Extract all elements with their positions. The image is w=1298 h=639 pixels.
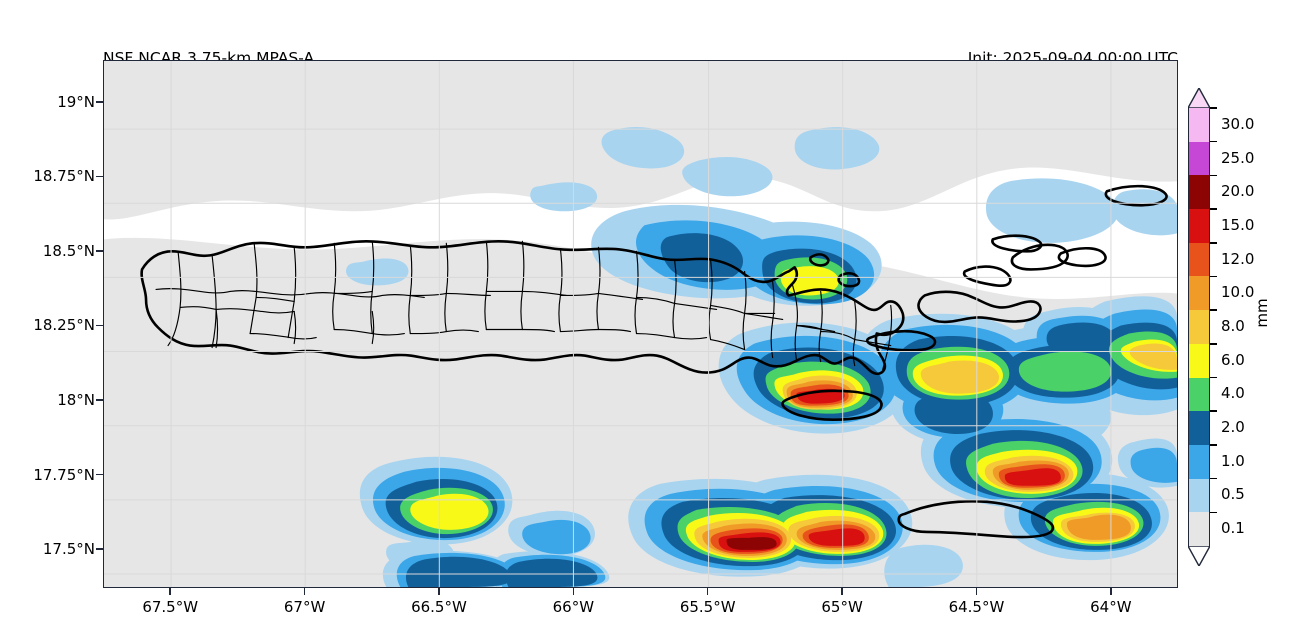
colorbar-tick-label: 4.0 <box>1221 384 1245 403</box>
longitude-tick-mark <box>975 588 978 595</box>
longitude-tick-label: 65.5°W <box>679 598 736 616</box>
colorbar-title: mm <box>1253 298 1271 328</box>
latitude-tick-mark <box>96 324 103 327</box>
latitude-tick-mark <box>96 548 103 550</box>
latitude-tick-mark <box>96 100 103 103</box>
latitude-tick-label: 18.25°N <box>33 316 95 335</box>
longitude-tick-mark <box>438 588 440 595</box>
colorbar-segment <box>1189 242 1209 277</box>
latitude-tick-label: 18.5°N <box>42 241 95 260</box>
colorbar-segment <box>1189 175 1209 210</box>
longitude-tick-mark <box>1110 588 1112 595</box>
colorbar-segment <box>1189 411 1209 445</box>
longitude-tick-mark <box>706 588 709 595</box>
coastlines <box>140 184 1168 539</box>
latitude-tick-label: 18.75°N <box>33 167 95 186</box>
longitude-tick-mark <box>841 588 843 595</box>
colorbar-tick-mark <box>1210 309 1217 311</box>
longitude-tick-mark <box>303 588 306 595</box>
latitude-tick-mark <box>96 175 103 178</box>
colorbar-tick-mark <box>1210 174 1217 177</box>
colorbar-tick-mark <box>1210 242 1217 244</box>
colorbar-tick-mark <box>1210 343 1217 345</box>
longitude-tick-label: 67.5°W <box>142 598 199 616</box>
colorbar-tick-mark <box>1210 444 1217 446</box>
precipitation-contour-map <box>104 61 1177 587</box>
latitude-tick-label: 18°N <box>57 391 95 410</box>
colorbar-segment <box>1189 209 1209 243</box>
colorbar-tick-label: 8.0 <box>1221 317 1245 335</box>
precip-20mm-band <box>726 537 777 550</box>
colorbar-under-arrow <box>1188 546 1210 566</box>
longitude-tick-mark <box>572 588 575 595</box>
colorbar-tick-label: 6.0 <box>1221 350 1245 369</box>
latitude-tick-label: 17.75°N <box>33 465 95 484</box>
colorbar-tick-mark <box>1210 477 1217 480</box>
colorbar-over-arrow <box>1188 88 1210 108</box>
map-gridlines <box>104 61 1177 587</box>
map-plot-area <box>103 60 1178 588</box>
colorbar-segment <box>1189 512 1209 546</box>
longitude-tick-label: 66.5°W <box>411 598 467 616</box>
colorbar: 0.1 0.5 1.0 2.0 4.0 6.0 8.0 10.0 12.0 15.0 20.0 25.… <box>1188 88 1254 566</box>
colorbar-segment <box>1189 310 1209 344</box>
colorbar-tick-label: 12.0 <box>1221 249 1255 268</box>
colorbar-tick-label: 10.0 <box>1221 283 1255 302</box>
latitude-tick-mark <box>96 399 103 401</box>
colorbar-segment <box>1189 478 1209 513</box>
colorbar-segment <box>1189 343 1209 378</box>
colorbar-tick-mark <box>1210 208 1217 210</box>
colorbar-tick-label: 15.0 <box>1221 215 1255 234</box>
colorbar-segments <box>1188 108 1210 546</box>
colorbar-tick-label: 0.5 <box>1221 485 1245 504</box>
latitude-tick-mark <box>96 250 103 252</box>
longitude-tick-mark <box>169 588 171 595</box>
longitude-tick-label: 67°W <box>283 598 326 616</box>
colorbar-segment <box>1189 108 1209 142</box>
latitude-tick-label: 19°N <box>57 92 95 111</box>
colorbar-tick-mark <box>1210 107 1217 109</box>
longitude-tick-label: 66°W <box>552 598 595 616</box>
colorbar-tick-label: 2.0 <box>1221 418 1245 437</box>
longitude-tick-label: 64.5°W <box>948 598 1005 616</box>
colorbar-segment <box>1189 141 1209 176</box>
colorbar-tick-label: 20.0 <box>1221 182 1255 201</box>
latitude-tick-label: 17.5°N <box>42 540 95 559</box>
longitude-tick-label: 64°W <box>1090 598 1132 616</box>
colorbar-tick-label: 25.0 <box>1221 148 1255 167</box>
colorbar-tick-mark <box>1210 410 1217 412</box>
colorbar-tick-label: 1.0 <box>1221 451 1245 470</box>
colorbar-tick-mark <box>1210 511 1217 514</box>
colorbar-segment <box>1189 444 1209 479</box>
colorbar-tick-mark <box>1210 140 1217 143</box>
colorbar-tick-label: 30.0 <box>1221 114 1255 133</box>
longitude-tick-label: 65°W <box>821 598 863 616</box>
colorbar-tick-label: 0.1 <box>1221 519 1245 538</box>
colorbar-tick-mark <box>1210 376 1217 379</box>
latitude-tick-mark <box>96 473 103 476</box>
colorbar-tick-mark <box>1210 275 1217 278</box>
colorbar-segment <box>1189 377 1209 412</box>
colorbar-segment <box>1189 276 1209 311</box>
